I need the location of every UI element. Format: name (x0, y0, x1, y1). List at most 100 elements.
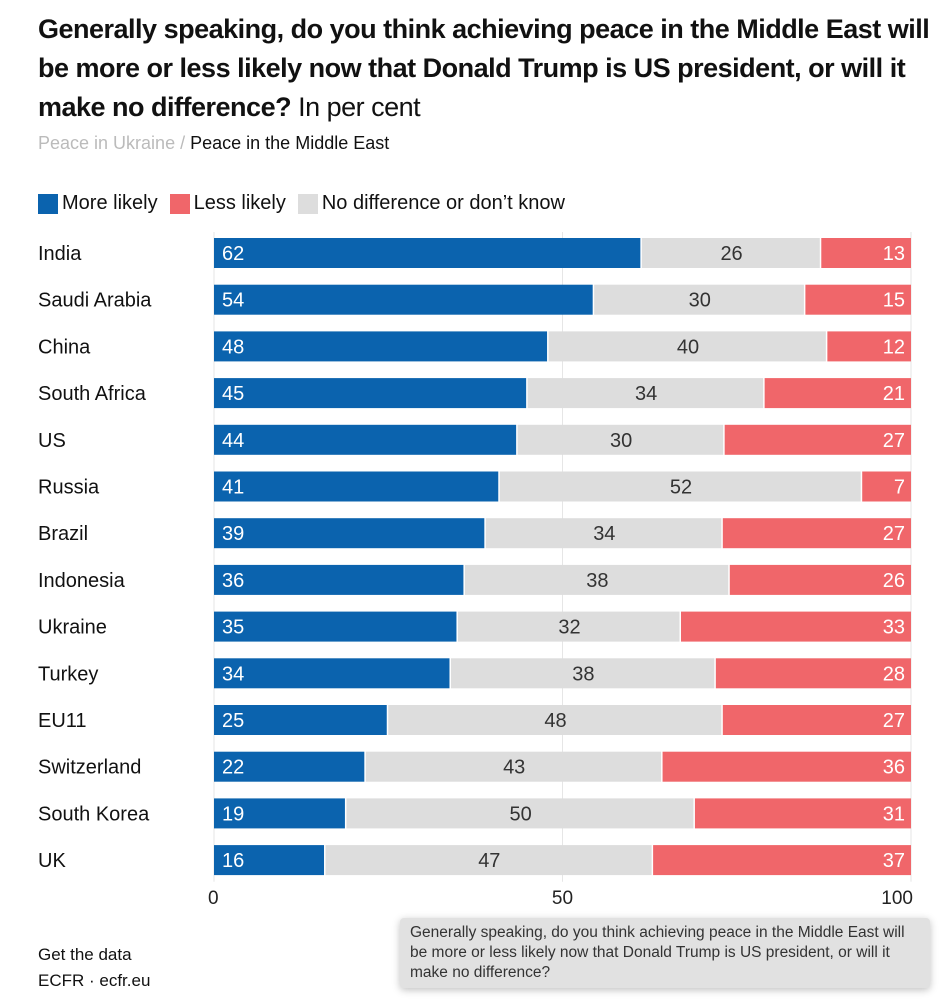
data-label: 22 (222, 757, 244, 779)
category-label: Switzerland (38, 757, 141, 779)
bar-segment (388, 705, 722, 735)
x-tick-label: 0 (208, 888, 219, 909)
category-label: Ukraine (38, 617, 107, 639)
category-label: US (38, 430, 66, 452)
bar-segment (724, 424, 911, 455)
category-label: India (38, 243, 82, 265)
data-label: 47 (478, 850, 500, 872)
category-label: EU11 (38, 710, 87, 732)
data-label: 16 (222, 850, 244, 872)
data-label: 30 (610, 430, 632, 452)
category-label: Indonesia (38, 570, 126, 592)
bar-segment (805, 284, 911, 315)
data-label: 25 (222, 710, 244, 732)
legend-label: Less likely (193, 192, 286, 214)
category-label: South Africa (38, 383, 147, 405)
data-label: 38 (572, 663, 594, 685)
data-label: 12 (883, 336, 905, 358)
data-label: 30 (689, 290, 711, 312)
data-label: 45 (222, 383, 244, 405)
bar-segment (594, 284, 804, 315)
legend-swatch-none (297, 193, 318, 214)
category-label: Saudi Arabia (38, 290, 152, 312)
tab-separator: / (180, 133, 186, 153)
legend-swatch-less (169, 193, 190, 214)
tab-peace-middle-east[interactable]: Peace in the Middle East (190, 133, 390, 153)
data-label: 52 (670, 477, 692, 499)
data-label: 27 (883, 430, 905, 452)
bar-segment (457, 611, 680, 642)
footer: Get the data ECFR · ecfr.eu (38, 942, 150, 994)
bar-segment (214, 611, 457, 642)
data-label: 39 (222, 523, 244, 545)
data-label: 34 (222, 663, 244, 685)
bar-segment (862, 471, 911, 502)
tab-bar: Peace in Ukraine / Peace in the Middle E… (38, 133, 389, 154)
data-label: 37 (883, 850, 905, 872)
bar-segment (680, 611, 911, 642)
data-label: 27 (883, 523, 905, 545)
legend-swatch-more (38, 193, 58, 214)
data-label: 48 (222, 336, 244, 358)
data-label: 26 (720, 243, 742, 265)
data-label: 31 (883, 803, 905, 825)
data-label: 34 (593, 523, 615, 545)
bar-segment (694, 798, 911, 829)
x-tick-label: 100 (881, 888, 913, 909)
bar-segment (548, 331, 826, 362)
title-text: Generally speaking, do you think achievi… (38, 14, 930, 122)
bar-segment (722, 518, 911, 549)
data-label: 41 (222, 477, 244, 499)
data-label: 19 (222, 803, 244, 825)
data-label: 15 (883, 290, 905, 312)
subtitle: In per cent (298, 92, 421, 122)
bar-segment (214, 331, 548, 362)
get-data-link[interactable]: Get the data (38, 945, 132, 964)
category-label: Turkey (38, 663, 98, 685)
bar-segment (214, 798, 345, 829)
data-label: 40 (677, 336, 699, 358)
tab-peace-in-ukraine[interactable]: Peace in Ukraine (38, 133, 176, 153)
data-label: 32 (558, 617, 580, 639)
legend: More likely Less likely No difference or… (38, 192, 565, 215)
data-label: 43 (503, 757, 525, 779)
bar-segment (214, 471, 499, 502)
bar-segment (214, 751, 365, 782)
data-label: 62 (222, 243, 244, 265)
bar-segment (214, 378, 527, 409)
bar-segment (214, 658, 450, 689)
x-tick-label: 50 (552, 888, 573, 909)
bar-segment (722, 705, 911, 735)
data-label: 7 (894, 477, 905, 499)
bar-segment (214, 238, 641, 268)
legend-label: More likely (62, 192, 158, 214)
data-label: 35 (222, 617, 244, 639)
data-label: 13 (883, 243, 905, 265)
bar-segment (214, 564, 464, 595)
bar-segment (729, 564, 911, 595)
data-label: 34 (635, 383, 657, 405)
legend-none: No difference or don’t know (297, 192, 565, 215)
data-label: 36 (883, 757, 905, 779)
category-label: China (38, 336, 91, 358)
bar-segment (214, 845, 325, 876)
chart-title: Generally speaking, do you think achievi… (38, 10, 938, 127)
data-label: 26 (883, 570, 905, 592)
bar-segment (641, 238, 820, 268)
bar-segment (517, 424, 724, 455)
legend-label: No difference or don’t know (321, 192, 565, 214)
data-label: 36 (222, 570, 244, 592)
data-label: 33 (883, 617, 905, 639)
bar-segment (214, 424, 517, 455)
legend-more: More likely (38, 192, 158, 215)
title-tooltip: Generally speaking, do you think achievi… (400, 918, 930, 988)
category-label: UK (38, 850, 66, 872)
bar-segment (527, 378, 764, 409)
bar-segment (325, 845, 652, 876)
data-label: 38 (586, 570, 608, 592)
data-label: 50 (510, 803, 532, 825)
bar-segment (346, 798, 694, 829)
bar-segment (764, 378, 911, 409)
bar-segment (450, 658, 715, 689)
